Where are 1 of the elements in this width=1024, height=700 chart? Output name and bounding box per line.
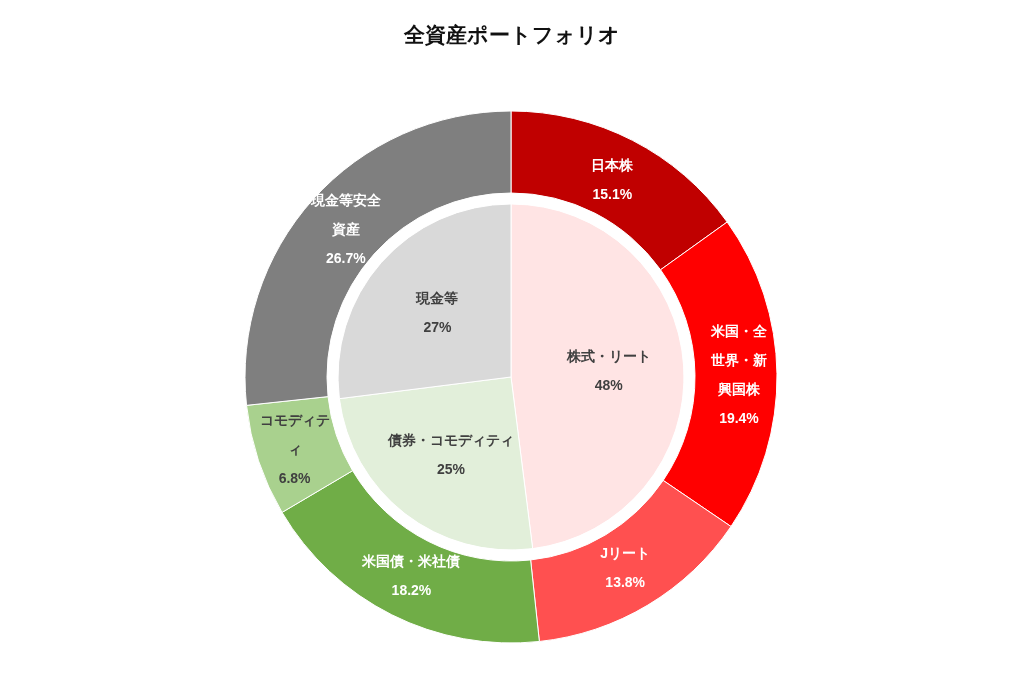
chart-title: 全資産ポートフォリオ bbox=[403, 23, 620, 47]
